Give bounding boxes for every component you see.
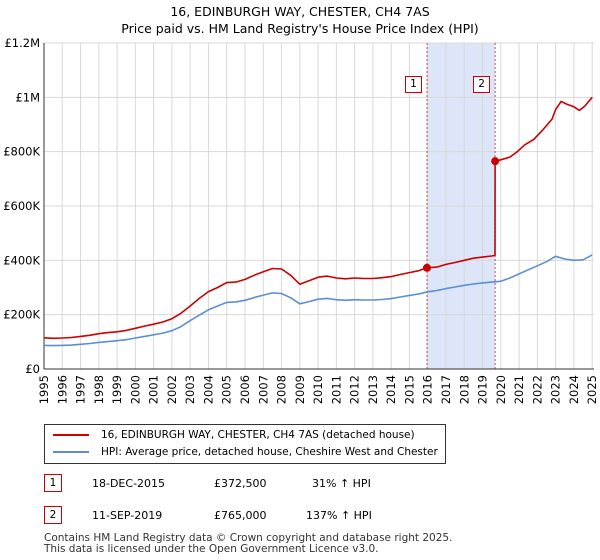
y-tick-label: £200K xyxy=(3,308,40,322)
x-tick-label: 2011 xyxy=(329,375,343,404)
legend-swatch-property xyxy=(53,434,89,436)
transaction-price: £372,500 xyxy=(214,477,267,490)
x-tick-label: 2013 xyxy=(366,375,380,404)
legend: 16, EDINBURGH WAY, CHESTER, CH4 7AS (det… xyxy=(44,424,446,464)
x-tick-label: 1998 xyxy=(92,375,106,404)
x-tick-label: 2014 xyxy=(384,375,398,404)
transaction-row: 2 11-SEP-2019 £765,000 137% ↑ HPI xyxy=(44,506,584,524)
y-tick-label: £0 xyxy=(25,362,40,376)
legend-item-property: 16, EDINBURGH WAY, CHESTER, CH4 7AS (det… xyxy=(53,427,415,443)
event-point xyxy=(422,263,431,272)
transaction-date: 18-DEC-2015 xyxy=(92,477,166,490)
event-badge: 2 xyxy=(473,76,491,93)
x-tick-label: 2009 xyxy=(293,375,307,404)
x-tick-label: 2015 xyxy=(402,375,416,404)
series-line-hpi xyxy=(43,254,593,347)
transaction-price: £765,000 xyxy=(214,509,267,522)
x-tick-label: 2023 xyxy=(549,375,563,404)
y-tick-label: £1M xyxy=(15,90,40,104)
x-tick-label: 2000 xyxy=(128,375,142,404)
x-tick-label: 1995 xyxy=(37,375,51,404)
x-tick-label: 2016 xyxy=(421,375,435,404)
x-tick-label: 2008 xyxy=(275,375,289,404)
x-tick-label: 2012 xyxy=(348,375,362,404)
y-tick-label: £400K xyxy=(3,253,40,267)
x-tick-label: 1997 xyxy=(74,375,88,404)
footer-copyright: Contains HM Land Registry data © Crown c… xyxy=(44,532,453,544)
x-tick-label: 1999 xyxy=(110,375,124,404)
transaction-date: 11-SEP-2019 xyxy=(92,509,163,522)
footer-licence: This data is licensed under the Open Gov… xyxy=(44,543,379,555)
x-tick-label: 2025 xyxy=(585,375,599,404)
x-tick-label: 2022 xyxy=(530,375,544,404)
x-tick-label: 2003 xyxy=(183,375,197,404)
x-tick-label: 2017 xyxy=(439,375,453,404)
transaction-hpi-change: 137% ↑ HPI xyxy=(306,509,372,522)
x-tick-label: 1996 xyxy=(55,375,69,404)
transaction-row: 1 18-DEC-2015 £372,500 31% ↑ HPI xyxy=(44,474,584,492)
transaction-badge: 2 xyxy=(44,506,62,524)
chart-subtitle: Price paid vs. HM Land Registry's House … xyxy=(121,21,479,36)
price-chart: £0 £200K £400K £600K £800K £1M £1.2M 1995 1996 19… xyxy=(3,36,599,404)
y-tick-label: £600K xyxy=(3,199,40,213)
transaction-hpi-change: 31% ↑ HPI xyxy=(312,477,371,490)
x-tick-label: 2010 xyxy=(311,375,325,404)
x-tick-label: 2002 xyxy=(165,375,179,404)
x-tick-label: 2006 xyxy=(238,375,252,404)
x-tick-label: 2019 xyxy=(476,375,490,404)
x-tick-label: 2020 xyxy=(494,375,508,404)
series-line-property xyxy=(43,96,593,340)
x-tick-label: 2018 xyxy=(457,375,471,404)
legend-label-property: 16, EDINBURGH WAY, CHESTER, CH4 7AS (det… xyxy=(101,429,415,441)
transaction-badge: 1 xyxy=(44,474,62,492)
x-tick-label: 2005 xyxy=(220,375,234,404)
x-tick-label: 2021 xyxy=(512,375,526,404)
event-point xyxy=(491,157,500,166)
x-tick-label: 2007 xyxy=(256,375,270,404)
legend-swatch-hpi xyxy=(53,451,89,453)
x-tick-label: 2001 xyxy=(147,375,161,404)
event-badge: 1 xyxy=(404,76,422,93)
chart-title: 16, EDINBURGH WAY, CHESTER, CH4 7AS xyxy=(170,4,430,19)
legend-item-hpi: HPI: Average price, detached house, Ches… xyxy=(53,444,438,460)
y-tick-label: £1.2M xyxy=(4,36,40,50)
x-tick-label: 2024 xyxy=(567,375,581,404)
x-tick-label: 2004 xyxy=(201,375,215,404)
legend-label-hpi: HPI: Average price, detached house, Ches… xyxy=(101,446,438,458)
y-tick-label: £800K xyxy=(3,145,40,159)
